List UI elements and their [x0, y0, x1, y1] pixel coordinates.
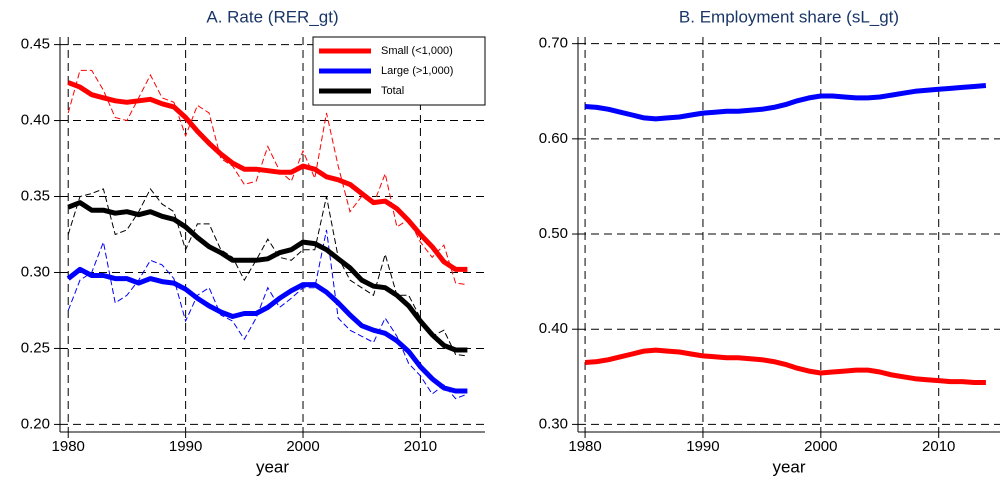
x-tick-label: 1980 [52, 438, 85, 455]
series-line [584, 83, 987, 122]
x-tick-label: 2010 [404, 438, 437, 455]
y-tick-label: 0.40 [21, 112, 50, 129]
y-tick-label: 0.25 [21, 339, 50, 356]
legend-label: Large (>1,000) [381, 65, 453, 77]
x-axis-label: year [256, 457, 289, 476]
y-tick-label: 0.50 [539, 225, 568, 242]
series-line [67, 200, 468, 353]
chart-title: A. Rate (RER_gt) [206, 7, 338, 26]
y-tick-label: 0.70 [539, 35, 568, 52]
series-line [67, 80, 468, 272]
x-axis-label: year [772, 457, 805, 476]
y-tick-label: 0.30 [21, 263, 50, 280]
y-tick-label: 0.35 [21, 187, 50, 204]
x-tick-label: 2000 [286, 438, 319, 455]
chart-title: B. Employment share (sL_gt) [679, 7, 899, 26]
y-tick-label: 0.20 [21, 415, 50, 432]
y-tick-label: 0.60 [539, 130, 568, 147]
legend-label: Small (<1,000) [381, 45, 453, 57]
x-tick-label: 1990 [169, 438, 202, 455]
y-tick-label: 0.40 [539, 320, 568, 337]
x-tick-label: 2000 [804, 438, 837, 455]
raw-line [67, 69, 468, 286]
series-line [66, 266, 468, 394]
series-line [584, 347, 986, 385]
x-tick-label: 2010 [922, 438, 955, 455]
raw-line [67, 229, 468, 400]
raw-line [67, 187, 468, 357]
y-tick-label: 0.30 [539, 415, 568, 432]
y-tick-label: 0.45 [21, 36, 50, 53]
x-tick-label: 1990 [686, 438, 719, 455]
legend-label: Total [381, 85, 404, 97]
x-tick-label: 1980 [568, 438, 601, 455]
